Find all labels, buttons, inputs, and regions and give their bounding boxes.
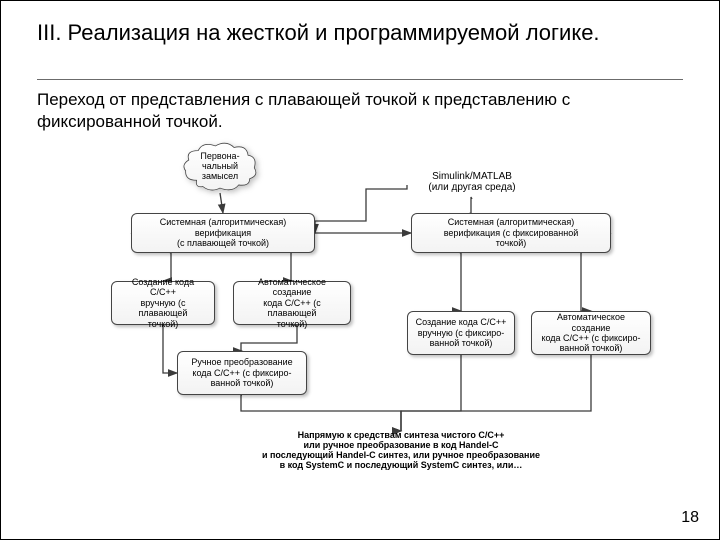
flowchart-edge [315, 185, 407, 233]
flowchart-final-text: Напрямую к средствам синтеза чистого C/C… [251, 431, 551, 471]
flowchart-edge [241, 325, 297, 351]
flowchart-edge [401, 355, 461, 431]
flowchart-edge [163, 325, 177, 373]
flowchart-node-verifL: Системная (алгоритмическая) верификация … [131, 213, 315, 253]
flowchart-edge [220, 193, 223, 213]
slide-heading: III. Реализация на жесткой и программиру… [37, 19, 683, 47]
flowchart-node-verifR: Системная (алгоритмическая) верификация … [411, 213, 611, 253]
flowchart-diagram: Первона- чальный замысел Системная (алгор… [111, 141, 651, 511]
flowchart-node-autoR: Автоматическое создание кода C/C++ (с фи… [531, 311, 651, 355]
page-number: 18 [681, 509, 699, 527]
flowchart-node-hconv: Ручное преобразование кода C/C++ (с фикс… [177, 351, 307, 395]
flowchart-edge [241, 395, 401, 431]
flowchart-node-autoL: Автоматическое создание кода C/C++ (с пл… [233, 281, 351, 325]
flowchart-node-manualL: Создание кода C/C++ вручную (с плавающей… [111, 281, 215, 325]
flowchart-node-cloud: Первона- чальный замысел [181, 141, 259, 193]
flowchart-label-envlab: Simulink/MATLAB (или другая среда) [407, 171, 537, 199]
slide-subtitle: Переход от представления с плавающей точ… [37, 89, 683, 133]
flowchart-edge [401, 355, 591, 431]
flowchart-node-manualR: Создание кода C/C++ вручную (с фиксиро- … [407, 311, 515, 355]
heading-rule [37, 79, 683, 80]
